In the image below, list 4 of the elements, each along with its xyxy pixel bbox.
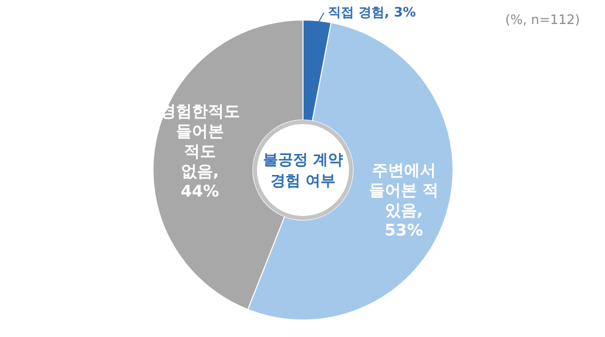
text: 불공정 계약 경험 여부: [262, 150, 344, 190]
slice-label: 직접 경험, 3%: [328, 6, 416, 21]
text: (%, n=112): [505, 13, 580, 28]
slice-label: 주변에서 들어본 적 있음, 53%: [369, 160, 439, 240]
